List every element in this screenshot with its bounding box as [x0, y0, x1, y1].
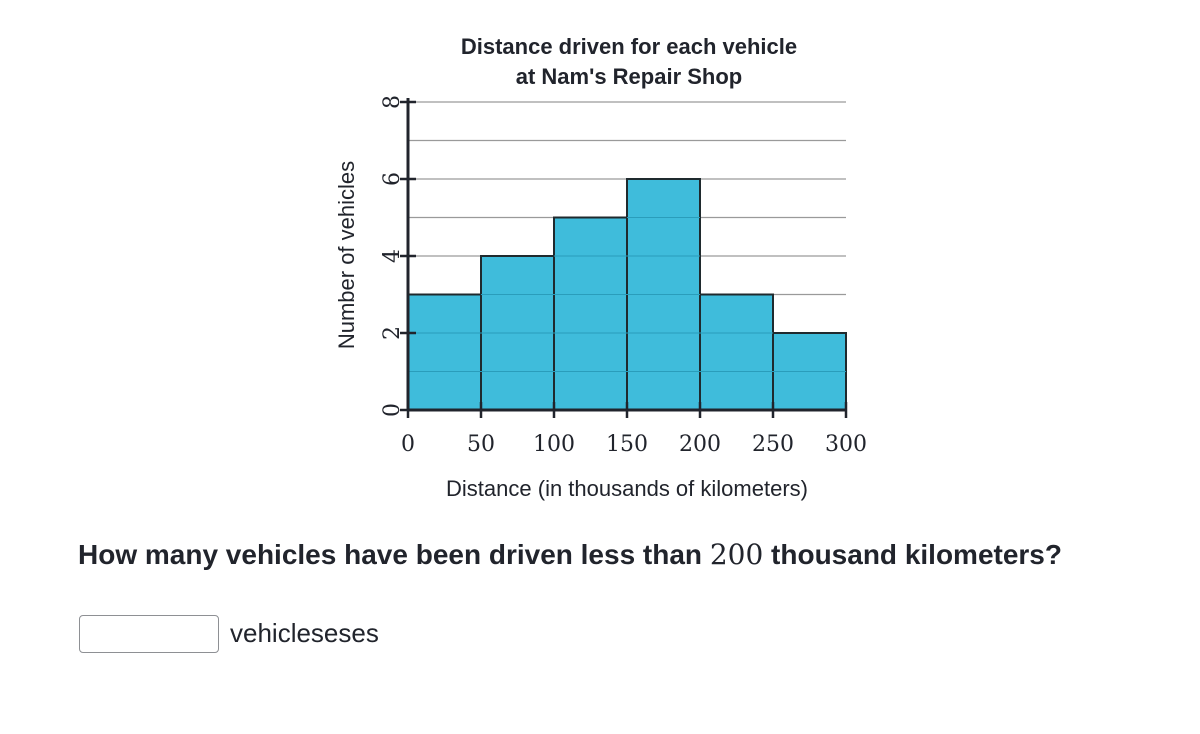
y-tick-label-2: 2 [380, 326, 405, 340]
chart-title-line-1: Distance driven for each vehicle [461, 34, 797, 59]
x-tick-label-150: 150 [606, 432, 648, 457]
x-tick-label-300: 300 [825, 432, 867, 457]
bar-200-250 [699, 293, 774, 411]
x-axis-label: Distance (in thousands of kilometers) [446, 476, 808, 501]
bars [407, 178, 847, 411]
answer-unit-label: vehicleseses [230, 618, 379, 648]
y-tick-label-6: 6 [380, 172, 405, 186]
x-tick-labels: 0 50 100 150 200 250 300 [401, 432, 867, 457]
x-tick-label-0: 0 [401, 432, 415, 457]
bar-0-50 [407, 293, 482, 411]
question-text-end: thousand kilometers? [771, 539, 1062, 570]
axes [400, 98, 848, 418]
question-text-start: How many vehicles have been driven less … [78, 539, 703, 570]
chart-title-line-2: at Nam's Repair Shop [516, 64, 743, 89]
question-number: 200 [709, 538, 764, 571]
bar-100-150 [553, 216, 628, 411]
y-tick-label-8: 8 [380, 95, 405, 109]
y-axis-label: Number of vehicles [334, 161, 359, 349]
y-tick-label-0: 0 [380, 403, 405, 417]
question-text: How many vehicles have been driven less … [78, 538, 1178, 571]
answer-input[interactable] [79, 615, 219, 653]
x-tick-label-200: 200 [679, 432, 721, 457]
y-tick-label-4: 4 [380, 249, 405, 263]
x-tick-label-250: 250 [752, 432, 794, 457]
x-tick-label-100: 100 [533, 432, 575, 457]
y-tick-labels: 0 2 4 6 8 [380, 95, 405, 417]
histogram-chart: Distance driven for each vehicle at Nam'… [334, 34, 867, 501]
x-tick-label-50: 50 [467, 432, 495, 457]
